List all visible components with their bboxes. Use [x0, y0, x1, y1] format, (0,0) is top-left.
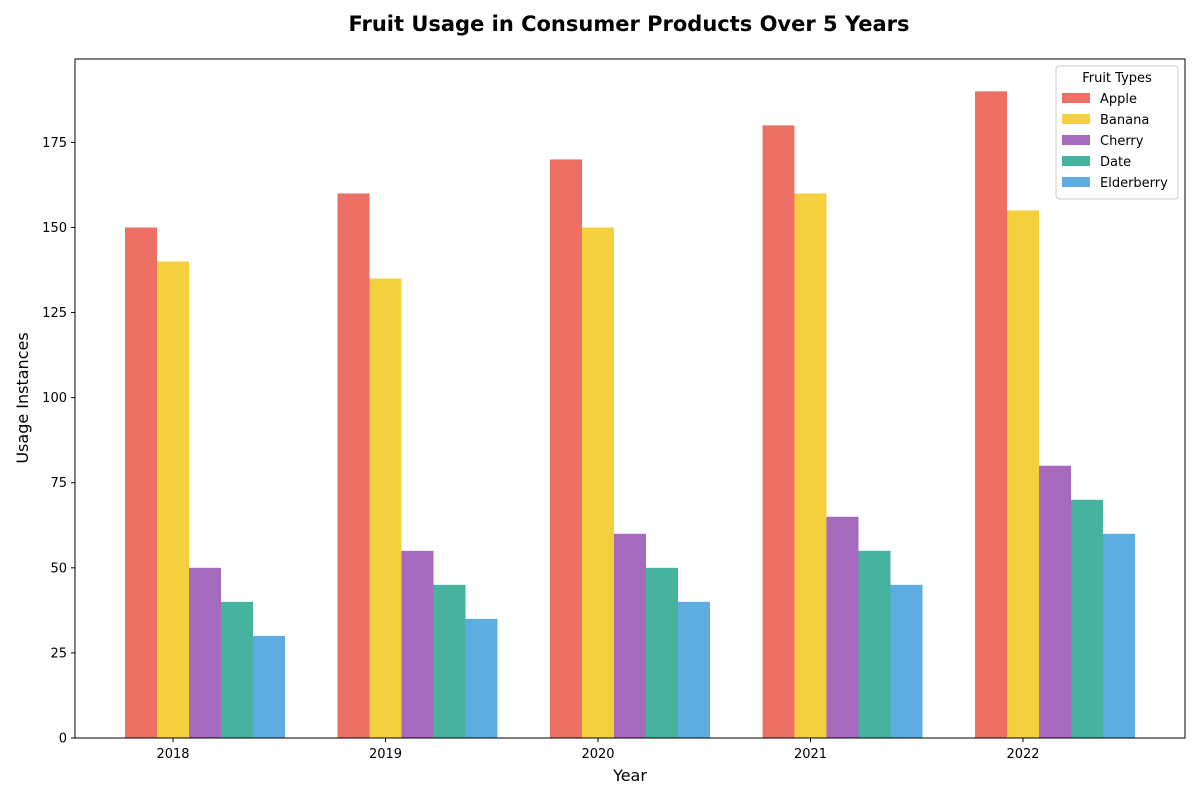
legend-label-elderberry: Elderberry	[1100, 176, 1168, 191]
bar-banana-2018	[157, 261, 189, 738]
x-axis-label: Year	[612, 766, 647, 785]
y-tick-label: 0	[59, 732, 67, 747]
bar-elderberry-2022	[1103, 533, 1135, 738]
chart-title: Fruit Usage in Consumer Products Over 5 …	[348, 12, 909, 36]
y-tick-label: 75	[50, 476, 67, 491]
bars-group	[125, 91, 1135, 739]
legend-label-banana: Banana	[1100, 113, 1149, 128]
bar-cherry-2020	[614, 533, 646, 738]
legend: Fruit Types Apple Banana Cherry Date Elderber…	[1055, 65, 1179, 200]
x-tick-label: 2020	[581, 747, 614, 762]
x-axis: 2018 2019 2020 2021 2022	[156, 738, 1040, 762]
legend-label-apple: Apple	[1100, 92, 1137, 107]
bar-cherry-2022	[1039, 465, 1071, 738]
legend-swatch-banana	[1062, 114, 1090, 124]
bar-apple-2021	[762, 125, 795, 739]
bar-date-2021	[858, 550, 891, 738]
bar-banana-2020	[582, 227, 614, 738]
bar-apple-2019	[337, 193, 370, 738]
legend-label-cherry: Cherry	[1100, 134, 1144, 149]
y-tick-label: 100	[42, 391, 67, 406]
x-tick-label: 2021	[794, 747, 827, 762]
bar-date-2019	[433, 584, 466, 738]
plot-frame	[74, 58, 1186, 739]
bar-date-2018	[221, 601, 253, 738]
bar-cherry-2018	[189, 567, 221, 738]
bar-banana-2019	[369, 278, 402, 738]
legend-label-date: Date	[1100, 155, 1131, 170]
y-tick-label: 25	[50, 646, 67, 661]
bar-banana-2021	[794, 193, 827, 738]
bar-cherry-2021	[826, 516, 859, 738]
bar-apple-2022	[975, 91, 1007, 739]
legend-title: Fruit Types	[1082, 71, 1152, 86]
bar-date-2020	[646, 567, 678, 738]
legend-swatch-apple	[1062, 93, 1090, 103]
y-axis: 0 25 50 75 100 125 150 175	[42, 136, 75, 747]
bar-elderberry-2021	[890, 584, 923, 738]
legend-swatch-elderberry	[1062, 177, 1090, 187]
x-tick-label: 2018	[156, 747, 189, 762]
bar-apple-2020	[550, 159, 582, 738]
legend-swatch-cherry	[1062, 135, 1090, 145]
bar-elderberry-2020	[678, 601, 710, 738]
bar-elderberry-2018	[253, 635, 285, 738]
x-tick-label: 2019	[369, 747, 402, 762]
bar-apple-2018	[125, 227, 157, 738]
y-axis-label: Usage Instances	[13, 332, 32, 463]
x-tick-label: 2022	[1006, 747, 1039, 762]
y-tick-label: 150	[42, 221, 67, 236]
bar-cherry-2019	[401, 550, 434, 738]
legend-swatch-date	[1062, 156, 1090, 166]
bar-elderberry-2019	[465, 618, 498, 738]
bar-banana-2022	[1007, 210, 1039, 738]
bar-date-2022	[1071, 499, 1103, 738]
y-tick-label: 125	[42, 306, 67, 321]
y-tick-label: 50	[50, 561, 67, 576]
y-tick-label: 175	[42, 136, 67, 151]
